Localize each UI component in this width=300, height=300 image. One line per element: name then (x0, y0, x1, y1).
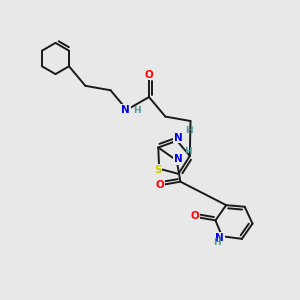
Text: H: H (185, 126, 193, 135)
Text: O: O (190, 211, 199, 221)
Text: S: S (154, 165, 161, 175)
Text: O: O (145, 70, 153, 80)
Text: N: N (174, 154, 183, 164)
Text: H: H (213, 238, 221, 247)
Text: H: H (134, 106, 141, 115)
Text: N: N (121, 105, 130, 115)
Text: O: O (155, 180, 164, 190)
Text: H: H (184, 147, 192, 156)
Text: N: N (174, 133, 183, 143)
Text: N: N (215, 233, 224, 243)
